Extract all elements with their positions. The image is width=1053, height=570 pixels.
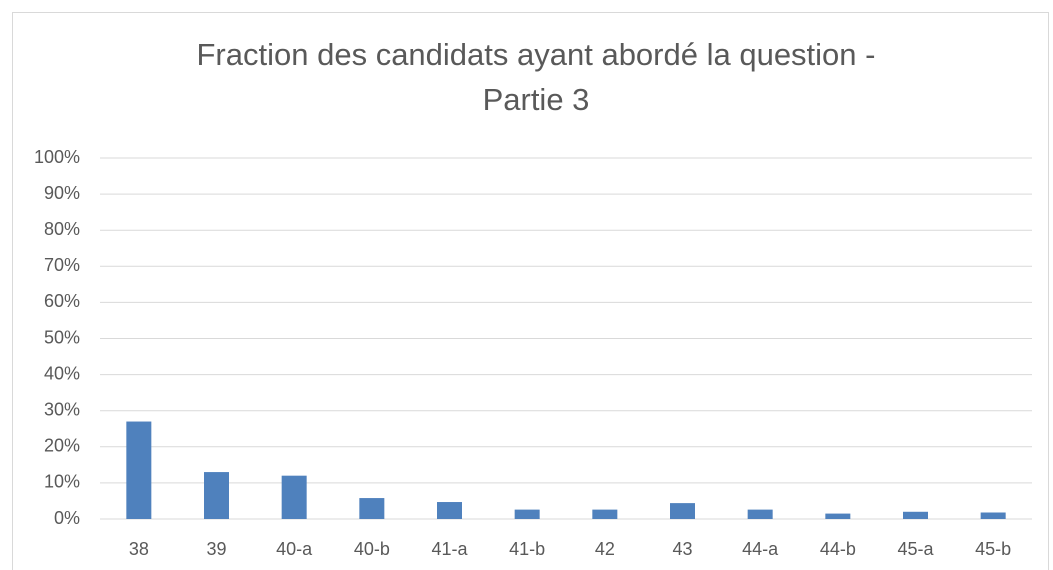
y-tick-label: 80% — [44, 219, 80, 239]
y-tick-label: 10% — [44, 472, 80, 492]
x-tick-label: 45-a — [897, 539, 934, 559]
bar — [980, 512, 1006, 519]
y-tick-label: 90% — [44, 183, 80, 203]
x-tick-label: 44-a — [742, 539, 779, 559]
y-tick-label: 100% — [34, 147, 80, 167]
chart-title: Fraction des candidats ayant abordé la q… — [197, 37, 876, 72]
x-tick-label: 42 — [595, 539, 615, 559]
x-tick-label: 45-b — [975, 539, 1011, 559]
chart-frame — [12, 12, 1049, 570]
y-tick-label: 60% — [44, 291, 80, 311]
bar — [126, 421, 152, 519]
chart-title: Partie 3 — [483, 82, 590, 117]
x-tick-label: 40-b — [354, 539, 390, 559]
y-tick-label: 0% — [54, 508, 80, 528]
x-tick-label: 38 — [129, 539, 149, 559]
x-tick-label: 44-b — [820, 539, 856, 559]
bar — [281, 475, 307, 519]
x-tick-label: 41-a — [431, 539, 468, 559]
bar — [592, 509, 618, 519]
bar — [670, 503, 695, 519]
bar — [359, 498, 385, 519]
y-tick-label: 70% — [44, 255, 80, 275]
y-tick-label: 40% — [44, 363, 80, 383]
bar — [437, 502, 462, 519]
bar — [825, 513, 851, 519]
x-tick-label: 43 — [672, 539, 692, 559]
y-tick-label: 30% — [44, 399, 80, 419]
x-tick-label: 40-a — [276, 539, 313, 559]
x-tick-label: 39 — [206, 539, 226, 559]
bar — [204, 472, 229, 519]
x-tick-label: 41-b — [509, 539, 545, 559]
y-tick-label: 20% — [44, 436, 80, 456]
bar — [903, 511, 928, 519]
bar — [514, 509, 540, 519]
bar — [747, 509, 773, 519]
y-tick-label: 50% — [44, 327, 80, 347]
